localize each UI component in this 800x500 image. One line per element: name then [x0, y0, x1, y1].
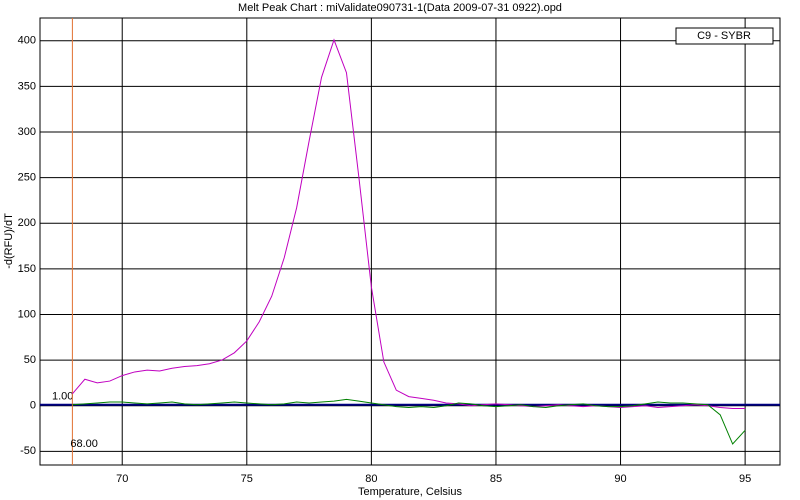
legend-label: C9 - SYBR: [697, 30, 751, 42]
series-line: [72, 398, 746, 445]
y-tick-label: 100: [18, 308, 36, 320]
x-tick-label: 75: [241, 473, 253, 485]
y-axis-label: -d(RFU)/dT: [3, 213, 15, 269]
series-line: [72, 38, 746, 409]
y-tick-label: 200: [18, 217, 36, 229]
y-tick-label: 0: [30, 400, 36, 412]
plot-area: [39, 17, 781, 466]
y-tick-label: 400: [18, 35, 36, 47]
y-tick-label: 150: [18, 263, 36, 275]
y-tick-label: 50: [24, 354, 36, 366]
y-tick-label: 350: [18, 80, 36, 92]
x-tick-label: 80: [365, 473, 377, 485]
x-tick-label: 95: [739, 473, 751, 485]
legend-box: [675, 27, 774, 45]
x-tick-label: 70: [116, 473, 128, 485]
chart-title: Melt Peak Chart : miValidate090731-1(Dat…: [238, 2, 562, 14]
x-axis-label: Temperature, Celsius: [358, 486, 462, 498]
y-tick-label: 300: [18, 126, 36, 138]
y-tick-label: 250: [18, 172, 36, 184]
threshold-label: 1.00: [52, 391, 73, 403]
x-tick-label: 85: [490, 473, 502, 485]
y-tick-label: -50: [20, 445, 36, 457]
marker-label: 68.00: [70, 438, 98, 450]
x-tick-label: 90: [614, 473, 626, 485]
